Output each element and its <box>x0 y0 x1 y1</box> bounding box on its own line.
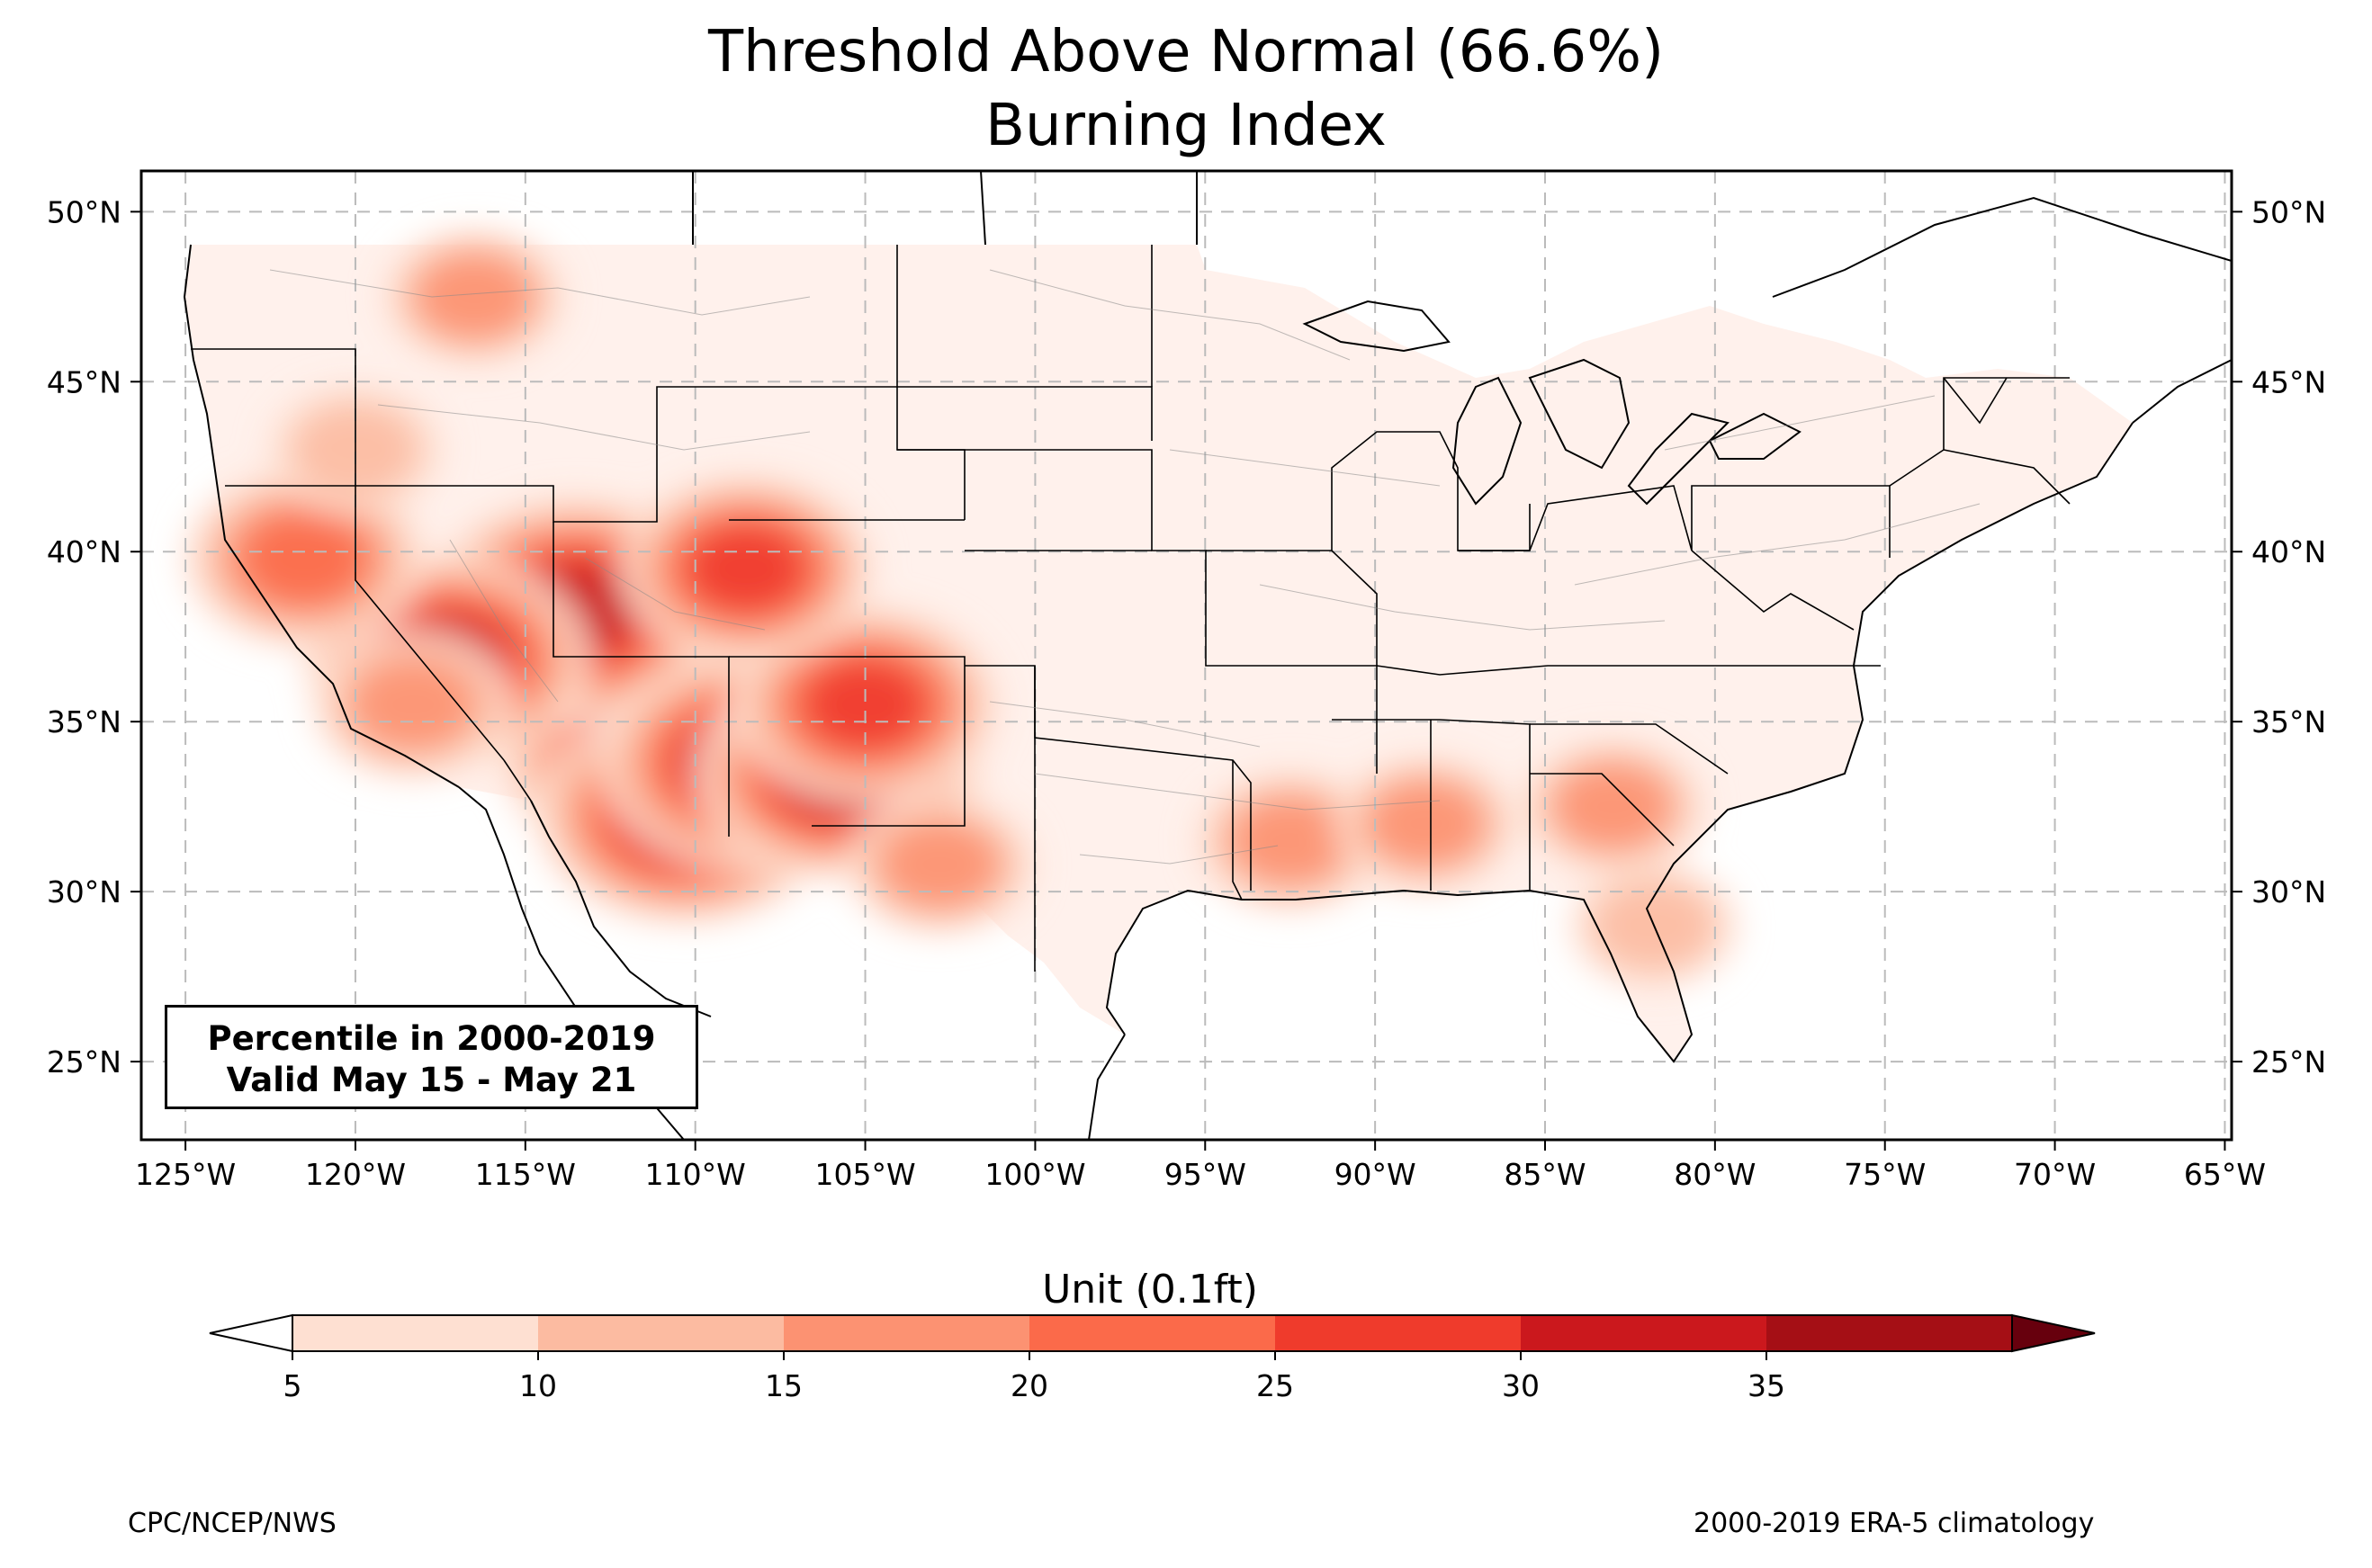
hotspot-6 <box>731 605 1000 804</box>
lon-tick-label: 85°W <box>1504 1157 1586 1192</box>
hotspot-7 <box>618 474 875 663</box>
chart-subtitle: Burning Index <box>985 93 1387 159</box>
credit-right: 2000-2019 ERA-5 climatology <box>1694 1508 2095 1539</box>
colorbar-segment <box>292 1315 539 1351</box>
colorbar-segment <box>1521 1315 1767 1351</box>
lat-tick-label-right: 40°N <box>2251 534 2326 569</box>
lon-tick-label: 90°W <box>1334 1157 1416 1192</box>
chart-title: Threshold Above Normal (66.6%) <box>707 19 1665 85</box>
info-line-1: Percentile in 2000-2019 <box>207 1019 656 1058</box>
hotspot-8 <box>183 469 426 649</box>
lon-tick-label: 100°W <box>984 1157 1085 1192</box>
lon-tick-label: 125°W <box>135 1157 236 1192</box>
lat-tick-label-right: 35°N <box>2251 704 2326 739</box>
lon-tick-label: 70°W <box>2014 1157 2096 1192</box>
lon-tick-label: 105°W <box>814 1157 915 1192</box>
lat-tick-label-right: 30°N <box>2251 874 2326 909</box>
lon-tick-label: 65°W <box>2184 1157 2266 1192</box>
hotspot-9 <box>311 630 515 780</box>
lon-tick-label: 120°W <box>305 1157 406 1192</box>
state-borders <box>191 245 2071 972</box>
map-frame <box>139 169 2233 1142</box>
colorbar-tick-label: 5 <box>283 1368 302 1403</box>
lon-tick-label: 95°W <box>1164 1157 1246 1192</box>
axis-labels: 125°W 120°W 115°W 110°W 105°W 100°W 95°W 90°W 85… <box>47 194 2326 1192</box>
hotspot-13 <box>1522 739 1704 874</box>
hotspot-12 <box>1334 756 1517 892</box>
colorbar-tick-label: 15 <box>765 1368 803 1403</box>
hotspot-10 <box>845 794 1035 935</box>
colorbar-tick-label: 10 <box>519 1368 557 1403</box>
lat-tick-label-right: 50°N <box>2251 194 2326 229</box>
lat-tick-label-left: 30°N <box>47 874 121 909</box>
colorbar-segment <box>784 1315 1030 1351</box>
lat-tick-label-left: 50°N <box>47 194 121 229</box>
lat-tick-label-right: 25°N <box>2251 1044 2326 1080</box>
lon-tick-label: 80°W <box>1674 1157 1756 1192</box>
info-box: Percentile in 2000-2019 Valid May 15 - M… <box>165 1005 698 1109</box>
lon-tick-label: 110°W <box>645 1157 746 1192</box>
colorbar-tick-label: 30 <box>1502 1368 1540 1403</box>
lat-tick-label-left: 35°N <box>47 704 121 739</box>
lat-tick-label-left: 40°N <box>47 534 121 569</box>
colorbar-segment <box>1766 1315 2013 1351</box>
colorbar-over-arrow <box>2011 1313 2096 1353</box>
info-line-2: Valid May 15 - May 21 <box>226 1061 637 1099</box>
hotspot-11 <box>1195 770 1385 910</box>
hotspot-15 <box>382 229 566 364</box>
lat-tick-label-left: 25°N <box>47 1044 121 1080</box>
lat-tick-label-left: 45°N <box>47 364 121 399</box>
colorbar-segment <box>538 1315 785 1351</box>
heat-field <box>183 229 1739 989</box>
colorbar-tick-label: 25 <box>1256 1368 1294 1403</box>
colorbar-segment <box>1275 1315 1522 1351</box>
colorbar-segment <box>1029 1315 1276 1351</box>
credit-left: CPC/NCEP/NWS <box>128 1508 337 1539</box>
lat-tick-label-right: 45°N <box>2251 364 2326 399</box>
colorbar: 5 10 15 20 25 30 35 <box>209 1313 2096 1403</box>
lon-tick-label: 75°W <box>1844 1157 1926 1192</box>
colorbar-label: Unit (0.1ft) <box>1042 1267 1258 1313</box>
lon-tick-label: 115°W <box>475 1157 576 1192</box>
colorbar-tick-label: 20 <box>1011 1368 1048 1403</box>
colorbar-tick-label: 35 <box>1748 1368 1785 1403</box>
minor-boundaries <box>269 269 1981 865</box>
colorbar-under-arrow <box>209 1313 293 1353</box>
coastlines <box>183 171 2232 1140</box>
